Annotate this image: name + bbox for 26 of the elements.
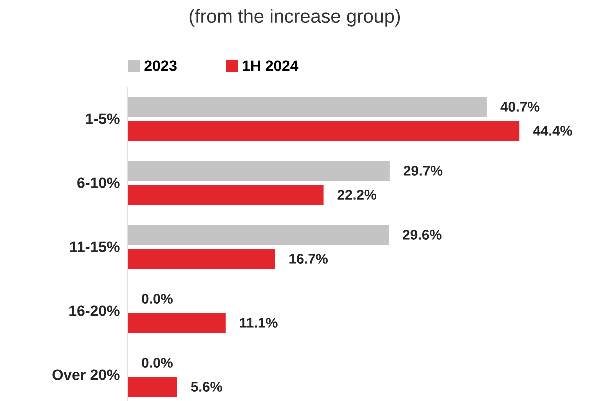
y-tick-label: 16-20% xyxy=(70,306,120,316)
data-label: 44.4% xyxy=(533,126,572,136)
data-label: 11.1% xyxy=(240,318,278,328)
y-tick-label: 6-10% xyxy=(78,178,120,188)
bar xyxy=(128,377,178,398)
bar xyxy=(128,225,390,246)
legend-label: 1H 2024 xyxy=(243,60,299,72)
bar xyxy=(128,249,276,270)
y-tick-label: 11-15% xyxy=(70,242,120,252)
bar xyxy=(128,121,520,142)
data-label: 29.6% xyxy=(403,230,442,240)
data-label: 0.0% xyxy=(142,358,173,368)
data-label: 40.7% xyxy=(500,102,540,112)
data-label: 5.6% xyxy=(191,382,222,392)
data-label: 0.0% xyxy=(142,294,173,304)
y-tick-label: 1-5% xyxy=(86,114,120,124)
y-tick-label: Over 20% xyxy=(52,370,120,380)
chart-subtitle: (from the increase group) xyxy=(190,9,400,27)
bar xyxy=(128,313,226,334)
legend-label: 2023 xyxy=(144,60,177,72)
data-label: 22.2% xyxy=(338,190,376,200)
data-label: 29.7% xyxy=(404,166,443,176)
bar xyxy=(128,161,390,182)
bar xyxy=(128,185,324,206)
bar xyxy=(128,97,487,118)
data-label: 16.7% xyxy=(290,254,328,264)
